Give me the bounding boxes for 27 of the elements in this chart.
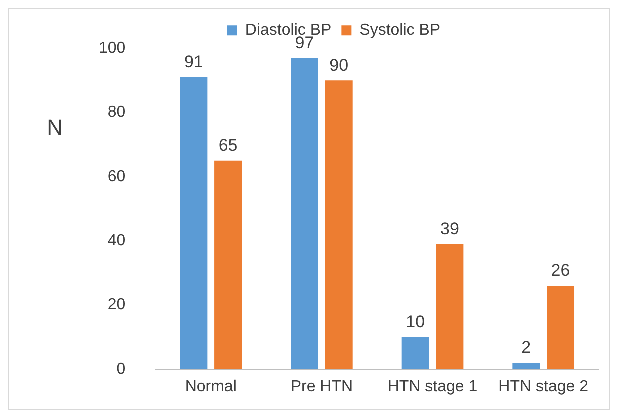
y-tick-label: 20 xyxy=(108,296,126,314)
y-tick-label: 60 xyxy=(108,168,126,186)
bar xyxy=(214,160,242,370)
y-axis-title: N xyxy=(47,114,63,140)
data-label: 90 xyxy=(330,56,349,75)
bar xyxy=(402,337,430,370)
data-label: 91 xyxy=(184,52,204,72)
bar xyxy=(436,244,464,370)
x-tick-label: Normal xyxy=(185,378,237,396)
x-tick-label: HTN stage 2 xyxy=(498,378,589,396)
bar xyxy=(180,77,208,370)
x-tick-label: Pre HTN xyxy=(290,378,354,396)
y-tick-label: 0 xyxy=(116,360,126,378)
bar xyxy=(512,362,540,370)
y-tick-label: 80 xyxy=(108,104,126,122)
data-label: 2 xyxy=(522,338,532,358)
bar xyxy=(291,58,318,370)
bar xyxy=(325,80,353,370)
data-label: 65 xyxy=(218,136,238,156)
x-tick-label: HTN stage 1 xyxy=(388,378,478,396)
data-label: 26 xyxy=(551,261,570,280)
legend-label: Systolic BP xyxy=(360,22,441,40)
y-tick-label: 100 xyxy=(98,40,126,58)
bar xyxy=(547,286,575,370)
data-label: 39 xyxy=(440,219,460,238)
data-label: 10 xyxy=(406,312,426,332)
y-tick-label: 40 xyxy=(108,232,126,250)
